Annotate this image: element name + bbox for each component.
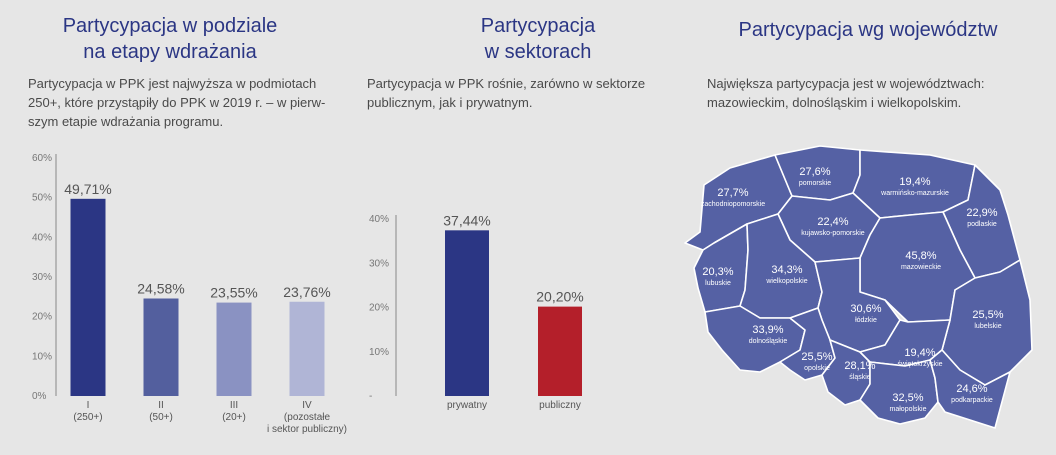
map-name-lubuskie: lubuskie <box>705 280 731 287</box>
panel1-title-line-2: na etapy wdrażania <box>83 41 257 63</box>
stage-value-label: 23,55% <box>210 285 257 301</box>
stage-bar <box>289 301 325 396</box>
map-value-warminsko-mazurskie: 19,4% <box>899 176 930 188</box>
panel1-desc-line-2: 250+, które przystąpiły do PPK w 2019 r.… <box>28 95 326 110</box>
map-value-dolnoslaskie: 33,9% <box>752 324 783 336</box>
sector-ytick-label: - <box>369 391 372 402</box>
panel1-desc-line-3: szym etapie wdrażania programu. <box>28 114 224 129</box>
map-name-warminsko-mazurskie: warmińsko-mazurskie <box>880 190 949 197</box>
sector-ytick-label: 30% <box>369 258 389 269</box>
panel3-description: Największa partycypacja jest w województ… <box>707 74 1037 112</box>
map-name-lodzkie: łódzkie <box>855 317 877 324</box>
panel1-desc-line-1: Partycypacja w PPK jest najwyższa w podm… <box>28 76 317 91</box>
sector-category-label: publiczny <box>539 400 581 411</box>
stage-ytick-label: 40% <box>32 232 52 243</box>
stage-ytick-label: 30% <box>32 272 52 283</box>
panel3-title-line-1: Partycypacja wg województw <box>738 19 998 41</box>
map-value-wielkopolskie: 34,3% <box>771 264 802 276</box>
sector-value-label: 20,20% <box>536 289 583 305</box>
map-name-zachodniopomorskie: zachodniopomorskie <box>701 201 765 208</box>
stage-ytick-label: 10% <box>32 351 52 362</box>
stage-value-label: 23,76% <box>283 284 330 300</box>
map-name-swietokrzyskie: świętokrzyskie <box>897 361 942 368</box>
sector-participation-chart: - 10% 20% 30% 40% 37,44% prywatny 20,20% publicz… <box>369 212 584 411</box>
map-value-lubelskie: 25,5% <box>972 309 1003 321</box>
stage-ytick-label: 60% <box>32 153 52 164</box>
map-name-malopolskie: małopolskie <box>890 406 927 413</box>
map-name-kujawsko-pomorskie: kujawsko-pomorskie <box>801 230 865 237</box>
map-name-pomorskie: pomorskie <box>799 180 831 187</box>
region-podkarpackie <box>929 349 1011 429</box>
map-name-lubelskie: lubelskie <box>974 323 1001 330</box>
sector-value-label: 37,44% <box>443 212 490 228</box>
panel1-description: Partycypacja w PPK jest najwyższa w podm… <box>28 74 346 131</box>
map-name-podlaskie: podlaskie <box>967 221 997 228</box>
sector-ytick-label: 40% <box>369 214 389 225</box>
sector-category-label: prywatny <box>447 400 487 411</box>
region-malopolskie <box>859 359 939 425</box>
map-name-mazowieckie: mazowieckie <box>901 264 941 271</box>
sector-bar <box>445 230 489 396</box>
stage-participation-chart: 0% 10% 20% 30% 40% 50% 60% 49,71% I(250+) 24,58% I… <box>32 153 347 435</box>
stage-bar <box>70 198 106 396</box>
sector-ytick-label: 20% <box>369 303 389 314</box>
map-value-lodzkie: 30,6% <box>850 303 881 315</box>
stage-value-label: 49,71% <box>64 181 111 197</box>
stage-category-label: I <box>87 400 90 411</box>
map-value-malopolskie: 32,5% <box>892 392 923 404</box>
panel3-desc-line-2: mazowieckim, dolnośląskim i wielkopolski… <box>707 95 962 110</box>
stage-category-label: (pozostałe <box>284 412 331 423</box>
map-value-swietokrzyskie: 19,4% <box>904 347 935 359</box>
sector-ytick-label: 10% <box>369 347 389 358</box>
map-name-wielkopolskie: wielkopolskie <box>765 278 807 285</box>
map-value-slaskie: 28,1% <box>844 360 875 372</box>
panel2-title-line-2: w sektorach <box>484 41 592 63</box>
panel2-title-line-1: Partycypacja <box>480 15 596 37</box>
stage-category-label: IV <box>302 400 312 411</box>
map-value-podkarpackie: 24,6% <box>956 383 987 395</box>
map-name-dolnoslaskie: dolnośląskie <box>749 338 788 345</box>
stage-ytick-label: 20% <box>32 312 52 323</box>
panel3-title: Partycypacja wg województw <box>700 17 1036 43</box>
stage-category-label: (250+) <box>73 412 102 423</box>
map-value-pomorskie: 27,6% <box>799 166 830 178</box>
stage-category-label: III <box>230 400 238 411</box>
stage-ytick-label: 0% <box>32 391 47 402</box>
map-labels: 27,7% zachodniopomorskie 27,6% pomorskie… <box>701 166 1004 413</box>
stage-category-label: II <box>158 400 164 411</box>
panel1-title: Partycypacja w podziale na etapy wdrażan… <box>40 13 300 65</box>
stage-value-label: 24,58% <box>137 280 184 296</box>
map-name-opolskie: opolskie <box>804 365 830 372</box>
panel2-title: Partycypacja w sektorach <box>418 13 658 65</box>
panel1-title-line-1: Partycypacja w podziale <box>62 15 278 37</box>
map-name-slaskie: śląskie <box>849 374 871 381</box>
stage-bar <box>216 302 252 396</box>
panel2-description: Partycypacja w PPK rośnie, zarówno w sek… <box>367 74 687 112</box>
stage-bar <box>143 298 179 396</box>
panel2-desc-line-1: Partycypacja w PPK rośnie, zarówno w sek… <box>367 76 646 91</box>
stage-category-label: (20+) <box>222 412 246 423</box>
map-value-lubuskie: 20,3% <box>702 266 733 278</box>
map-value-podlaskie: 22,9% <box>966 207 997 219</box>
map-name-podkarpackie: podkarpackie <box>951 397 993 404</box>
stage-category-label: i sektor publiczny) <box>267 424 347 435</box>
map-value-mazowieckie: 45,8% <box>905 250 936 262</box>
map-value-zachodniopomorskie: 27,7% <box>717 187 748 199</box>
map-value-kujawsko-pomorskie: 22,4% <box>817 216 848 228</box>
stage-category-label: (50+) <box>149 412 173 423</box>
sector-bar <box>538 306 582 396</box>
panel2-desc-line-2: publicznym, jak i prywatnym. <box>367 95 533 110</box>
stage-ytick-label: 50% <box>32 193 52 204</box>
map-value-opolskie: 25,5% <box>801 351 832 363</box>
panel3-desc-line-1: Największa partycypacja jest w województ… <box>707 76 985 91</box>
region-opolskie <box>779 307 836 381</box>
